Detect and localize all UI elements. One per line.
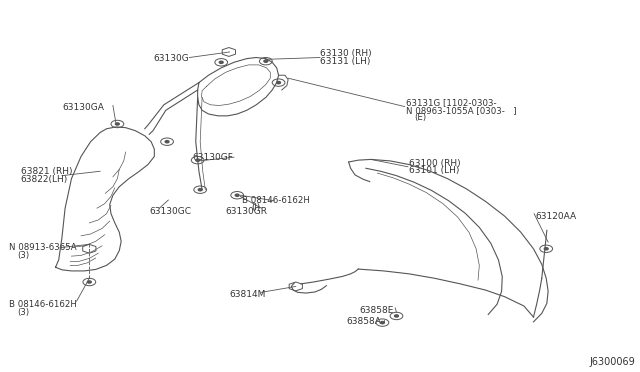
Text: 63120AA: 63120AA	[536, 212, 577, 221]
Text: 63130G: 63130G	[154, 54, 189, 63]
Text: (3): (3)	[17, 308, 29, 317]
Circle shape	[394, 315, 398, 317]
Circle shape	[544, 248, 548, 250]
Text: 63131G [1102-0303-: 63131G [1102-0303-	[406, 99, 497, 108]
Circle shape	[276, 81, 280, 84]
Circle shape	[115, 123, 119, 125]
Circle shape	[236, 194, 239, 196]
Text: B 08146-6162H: B 08146-6162H	[243, 196, 310, 205]
Text: (I): (I)	[251, 203, 260, 212]
Text: 63130GC: 63130GC	[149, 207, 191, 217]
Text: 63100 (RH): 63100 (RH)	[409, 158, 461, 168]
Text: N 08913-6365A: N 08913-6365A	[9, 243, 77, 252]
Text: 63821 (RH): 63821 (RH)	[20, 167, 72, 176]
Circle shape	[220, 61, 223, 63]
Circle shape	[264, 60, 268, 62]
Text: 63858E: 63858E	[360, 306, 394, 315]
Circle shape	[88, 281, 92, 283]
Text: N 08963-1055A [0303-   ]: N 08963-1055A [0303- ]	[406, 106, 516, 115]
Text: 63101 (LH): 63101 (LH)	[409, 166, 460, 175]
Text: 63131 (LH): 63131 (LH)	[320, 57, 371, 67]
Circle shape	[165, 141, 169, 143]
Text: J6300069: J6300069	[589, 357, 636, 368]
Text: 63822(LH): 63822(LH)	[20, 175, 68, 184]
Circle shape	[381, 321, 385, 324]
Circle shape	[198, 189, 202, 191]
Text: 63814M: 63814M	[230, 291, 266, 299]
Text: 63130 (RH): 63130 (RH)	[320, 49, 372, 58]
Text: 63130GF: 63130GF	[193, 153, 234, 162]
Text: 63130GR: 63130GR	[226, 207, 268, 217]
Text: 63858A: 63858A	[347, 317, 381, 326]
Text: B 08146-6162H: B 08146-6162H	[9, 300, 77, 310]
Text: (3): (3)	[17, 251, 29, 260]
Text: 63130GA: 63130GA	[62, 103, 104, 112]
Circle shape	[196, 159, 200, 161]
Text: (E): (E)	[414, 113, 426, 122]
